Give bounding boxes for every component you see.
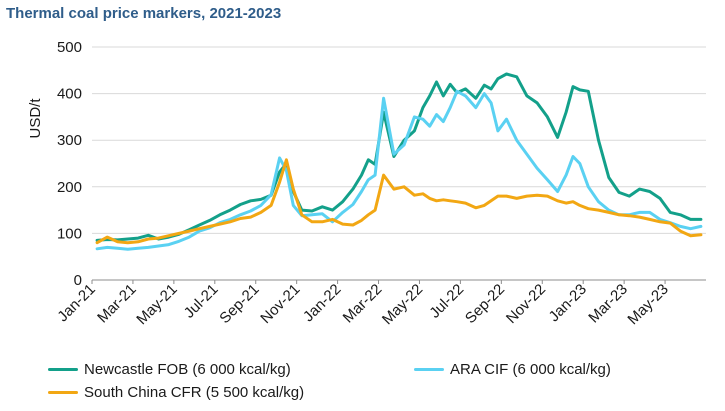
x-tick-label: May-21	[133, 281, 180, 328]
legend-item-south-china[interactable]: South China CFR (5 500 kcal/kg)	[48, 384, 304, 401]
legend-swatch	[48, 391, 78, 394]
y-tick-label: 100	[57, 225, 82, 242]
x-tick-label: May-23	[624, 281, 671, 328]
legend-label: ARA CIF (6 000 kcal/kg)	[450, 361, 611, 378]
legend-swatch	[414, 368, 444, 371]
x-tick-label: Jan-22	[300, 281, 344, 325]
y-tick-label: 300	[57, 132, 82, 149]
y-tick-label: 200	[57, 179, 82, 196]
chart-title: Thermal coal price markers, 2021-2023	[6, 5, 282, 22]
x-tick-label: Jan-23	[546, 281, 590, 325]
x-tick-label: Sep-22	[462, 281, 508, 327]
legend-item-ara[interactable]: ARA CIF (6 000 kcal/kg)	[414, 361, 611, 378]
x-tick-label: Nov-22	[503, 281, 549, 327]
x-tick-label: Jul-22	[426, 281, 467, 322]
x-tick-label: May-22	[379, 281, 426, 328]
series-line-1	[95, 89, 703, 251]
y-axis-label: USD/t	[27, 98, 44, 139]
series-line-0	[95, 72, 703, 242]
x-tick-label: Sep-21	[216, 281, 262, 327]
series-line-2	[95, 158, 703, 245]
x-tick-label: Mar-21	[94, 281, 140, 327]
y-tick-label: 500	[57, 39, 82, 56]
legend-label: South China CFR (5 500 kcal/kg)	[84, 384, 305, 401]
x-tick-label: Nov-21	[257, 281, 303, 327]
legend-swatch	[48, 368, 78, 371]
x-tick-label: Mar-22	[340, 281, 386, 327]
x-tick-label: Mar-23	[585, 281, 631, 327]
y-tick-label: 0	[74, 272, 82, 289]
y-tick-label: 400	[57, 86, 82, 103]
legend-label: Newcastle FOB (6 000 kcal/kg)	[84, 361, 291, 378]
legend-item-newcastle[interactable]: Newcastle FOB (6 000 kcal/kg)	[48, 361, 291, 378]
